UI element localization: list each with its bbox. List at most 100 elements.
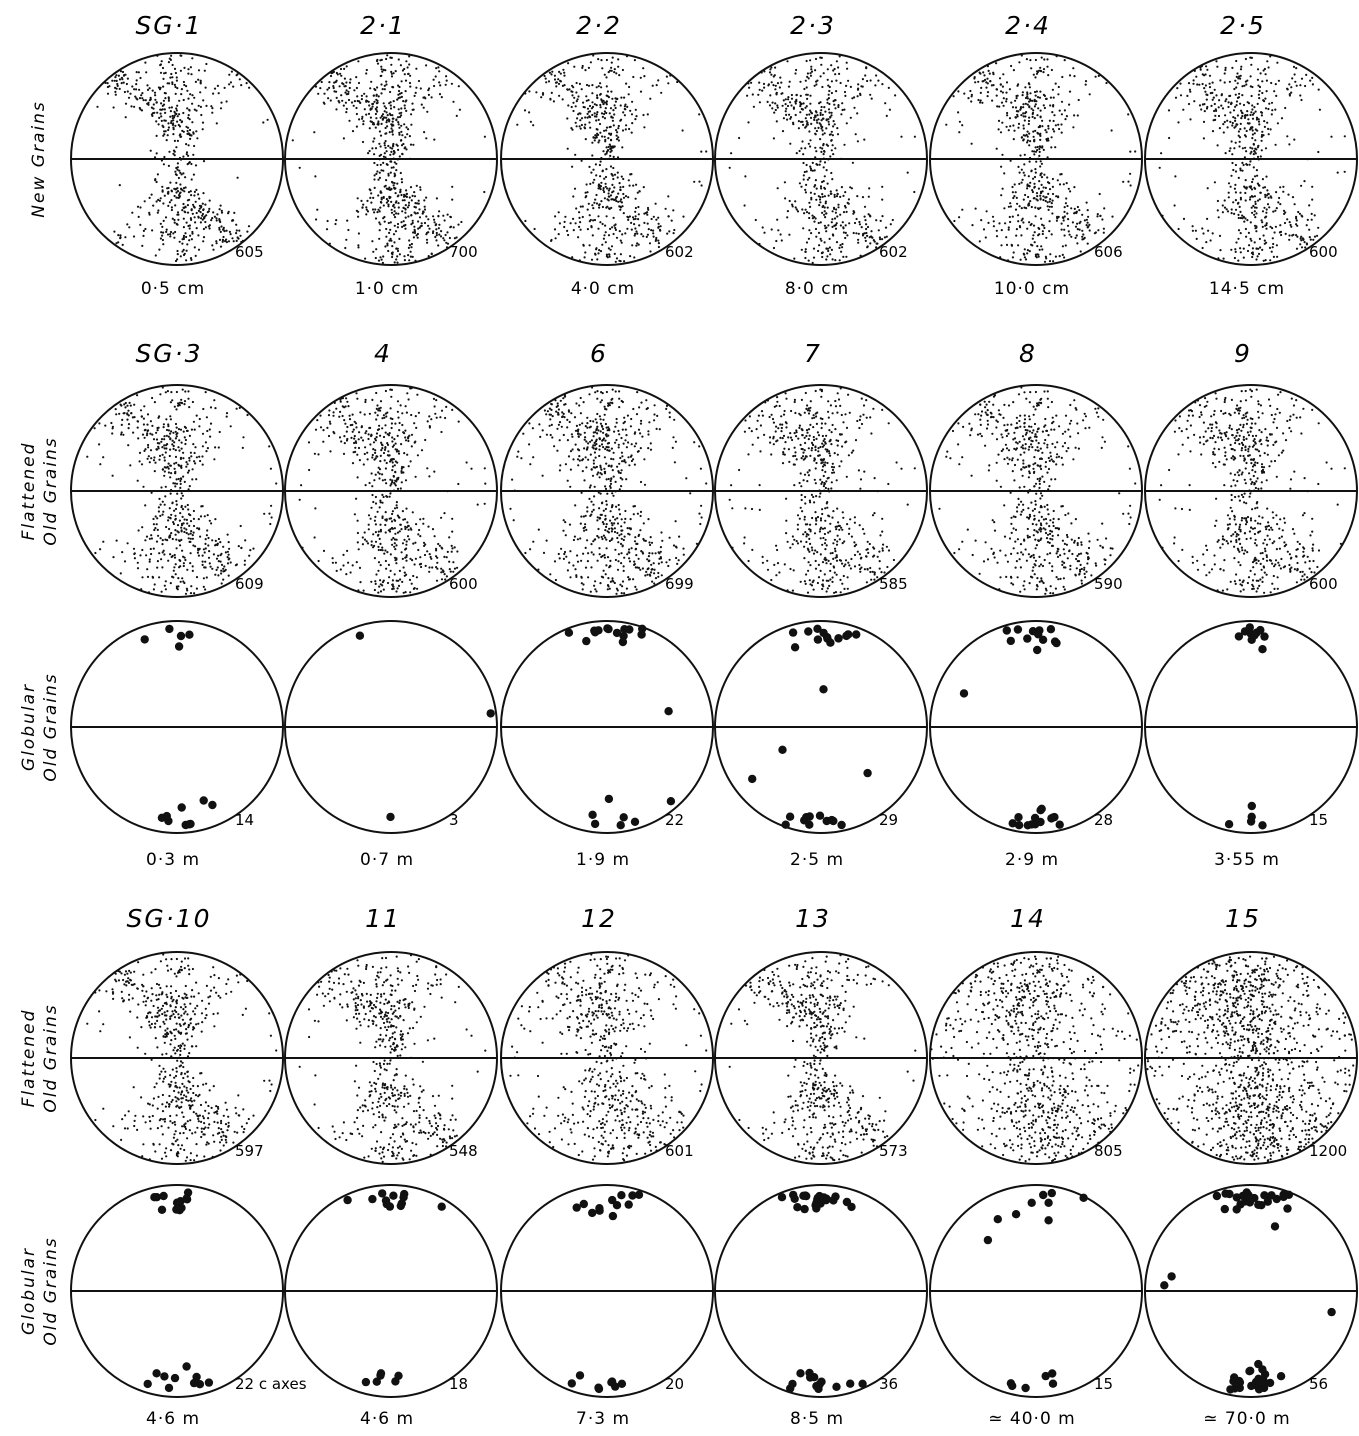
- c-axis-point: [391, 147, 394, 150]
- c-axis-point: [826, 255, 829, 258]
- c-axis-point: [111, 474, 114, 477]
- c-axis-point: [1267, 107, 1270, 111]
- c-axis-point: [397, 108, 400, 111]
- c-axis-point: [913, 190, 916, 194]
- c-axis-point: [385, 198, 388, 201]
- c-axis-point: [1261, 130, 1264, 133]
- c-axis-point: [985, 210, 988, 213]
- c-axis-point: [184, 205, 187, 208]
- c-axis-point: [1014, 116, 1017, 119]
- c-axis-point: [558, 94, 561, 97]
- c-axis-point: [574, 153, 577, 156]
- c-axis-point: [399, 64, 402, 67]
- c-axis-point: [1253, 150, 1256, 153]
- c-axis-point: [186, 463, 189, 466]
- c-axis-point: [775, 120, 778, 123]
- c-axis-point: [824, 110, 827, 113]
- c-axis-point: [810, 68, 813, 71]
- c-axis-point: [393, 186, 396, 189]
- c-axis-point: [228, 547, 231, 550]
- c-axis-point: [1028, 132, 1031, 135]
- c-axis-point: [357, 246, 360, 249]
- c-axis-point: [395, 558, 398, 561]
- c-axis-point: [1030, 107, 1033, 110]
- c-axis-point: [1238, 140, 1241, 143]
- c-axis-point: [630, 221, 633, 224]
- c-axis-point: [180, 447, 183, 450]
- c-axis-point: [826, 78, 829, 81]
- c-axis-point: [410, 582, 413, 585]
- c-axis-point: [1275, 94, 1278, 97]
- c-axis-point: [825, 230, 828, 233]
- c-axis-point: [657, 225, 660, 228]
- c-axis-point: [1251, 113, 1254, 116]
- c-axis-point: [240, 84, 243, 87]
- c-axis-point: [813, 118, 816, 121]
- c-axis-point: [659, 225, 662, 228]
- c-axis-point: [789, 116, 793, 119]
- c-axis-point: [995, 235, 999, 238]
- c-axis-point: [826, 101, 829, 104]
- c-axis-point: [1282, 185, 1285, 188]
- c-axis-point: [371, 208, 375, 211]
- c-axis-point: [357, 210, 360, 213]
- c-axis-point: [810, 65, 813, 68]
- c-axis-point: [435, 566, 438, 569]
- c-axis-point: [191, 569, 194, 573]
- c-axis-point: [114, 93, 117, 96]
- c-axis-point: [227, 240, 231, 243]
- c-axis-point: [139, 76, 142, 80]
- c-axis-point: [619, 253, 623, 256]
- c-axis-point: [1008, 215, 1011, 219]
- c-axis-point: [557, 233, 560, 236]
- c-axis-point: [385, 57, 388, 61]
- c-axis-point: [416, 212, 419, 215]
- c-axis-point: [668, 230, 671, 233]
- c-axis-point: [213, 458, 216, 461]
- c-axis-point: [595, 247, 598, 250]
- c-axis-point: [201, 212, 204, 216]
- c-axis-point: [217, 446, 220, 449]
- c-axis-point: [236, 176, 239, 179]
- c-axis-point: [465, 461, 468, 464]
- c-axis-point: [432, 215, 435, 218]
- c-axis-point: [352, 104, 355, 107]
- c-axis-point: [357, 244, 360, 247]
- c-axis-point: [1022, 139, 1025, 142]
- c-axis-point: [163, 194, 166, 197]
- c-axis-point: [123, 90, 126, 94]
- c-axis-point: [815, 150, 818, 153]
- c-axis-point: [165, 447, 168, 450]
- c-axis-point: [355, 561, 358, 564]
- c-axis-point: [616, 176, 619, 179]
- c-axis-point: [835, 222, 838, 225]
- c-axis-point: [229, 233, 232, 236]
- c-axis-point: [1239, 247, 1242, 250]
- c-axis-point: [167, 462, 170, 465]
- c-axis-point: [1278, 196, 1281, 200]
- c-axis-point: [328, 420, 331, 423]
- c-axis-point: [1249, 113, 1252, 117]
- c-axis-point: [1017, 244, 1020, 247]
- c-axis-point: [1032, 234, 1035, 237]
- c-axis-point: [1295, 223, 1298, 226]
- c-axis-point: [1258, 97, 1261, 100]
- c-axis-point: [835, 189, 838, 192]
- c-axis-point: [191, 230, 194, 234]
- c-axis-point: [1052, 105, 1055, 108]
- c-axis-point: [1062, 219, 1065, 222]
- c-axis-point: [375, 455, 378, 458]
- c-axis-point: [1047, 74, 1050, 77]
- c-axis-point: [411, 102, 414, 105]
- c-axis-point: [978, 240, 981, 243]
- c-axis-point: [609, 107, 613, 110]
- c-axis-point: [445, 556, 448, 559]
- c-axis-point: [361, 115, 364, 118]
- c-axis-point: [201, 214, 204, 217]
- c-axis-point: [181, 577, 184, 580]
- c-axis-point: [1283, 221, 1287, 225]
- c-axis-point: [241, 239, 245, 242]
- c-axis-point: [1214, 114, 1217, 117]
- c-axis-point: [601, 135, 604, 138]
- c-axis-point: [225, 229, 228, 232]
